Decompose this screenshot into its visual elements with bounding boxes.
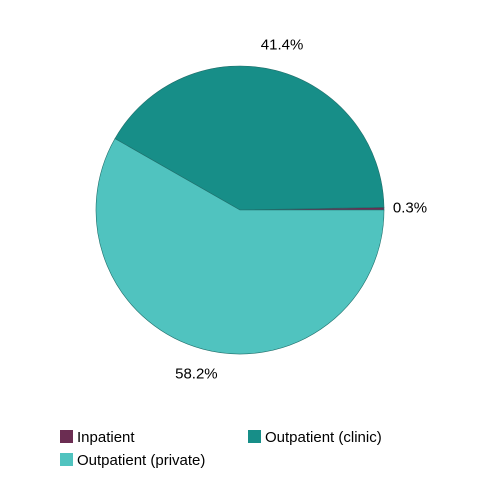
legend-label: Outpatient (private) <box>77 452 205 469</box>
slice-label: 58.2% <box>175 365 218 382</box>
legend-swatch <box>248 430 261 443</box>
slice-label: 0.3% <box>393 199 427 216</box>
pie-slice <box>114 65 385 211</box>
legend-swatch <box>60 453 73 466</box>
pie-slice <box>95 138 385 355</box>
slice-label: 41.4% <box>261 36 304 53</box>
legend-label: Inpatient <box>77 429 135 446</box>
legend-label: Outpatient (clinic) <box>265 429 382 446</box>
legend-swatch <box>60 430 73 443</box>
